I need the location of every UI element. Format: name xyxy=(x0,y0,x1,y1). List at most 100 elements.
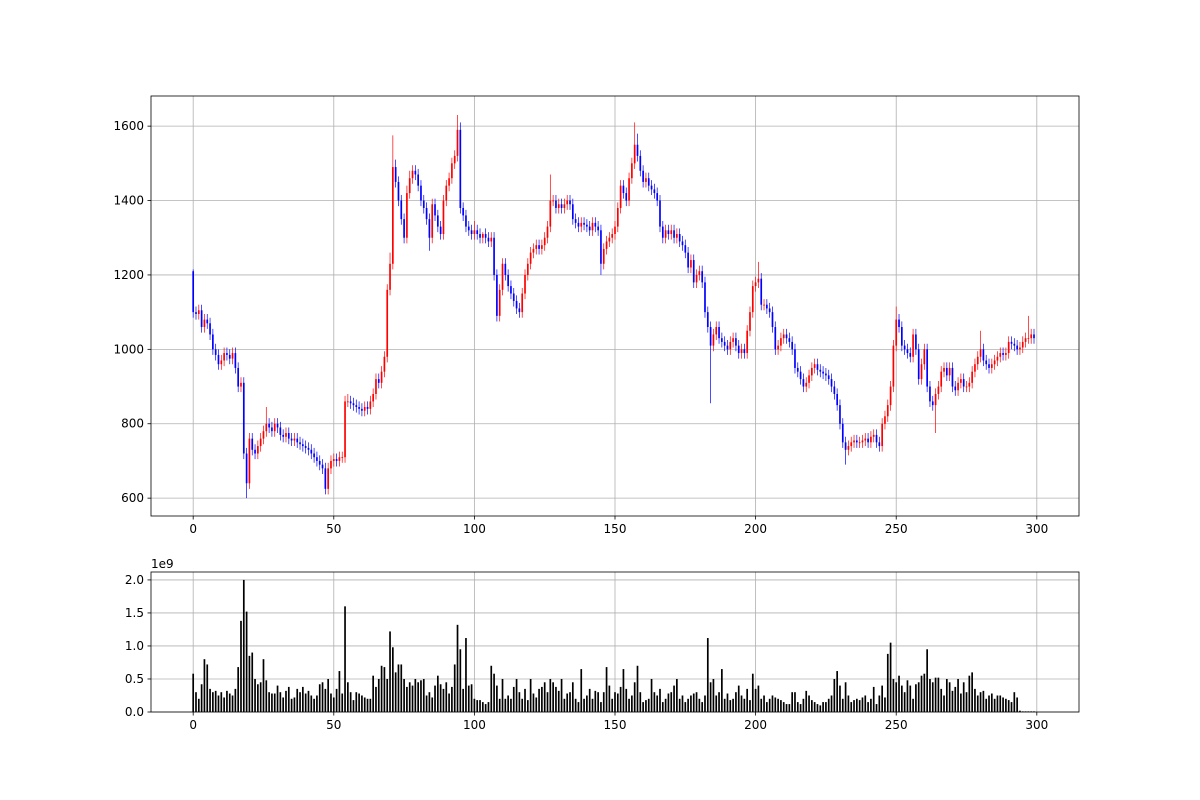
candle-body xyxy=(608,237,611,242)
candle-body xyxy=(549,200,552,227)
candle-body xyxy=(785,334,788,339)
candle-body xyxy=(248,438,251,484)
candle-body xyxy=(209,323,211,335)
volume-bar xyxy=(566,693,569,712)
candle-body xyxy=(526,263,529,275)
candle-body xyxy=(439,226,442,235)
volume-bar xyxy=(695,692,698,712)
candle-body xyxy=(535,245,538,249)
candle-body xyxy=(676,234,678,238)
volume-bar xyxy=(813,702,816,712)
candle-body xyxy=(718,327,720,339)
volume-bar xyxy=(338,671,341,712)
volume-bar xyxy=(965,692,968,712)
candle-body xyxy=(341,457,344,459)
volume-bar xyxy=(422,678,425,712)
volume-bar xyxy=(1007,700,1010,712)
candle-body xyxy=(459,129,462,208)
candle-body xyxy=(518,308,521,313)
volume-bar xyxy=(735,692,737,712)
volume-bar xyxy=(1013,692,1016,712)
volume-bar xyxy=(999,695,1002,712)
candle-body xyxy=(363,407,366,411)
volume-bar xyxy=(900,685,903,712)
candle-body xyxy=(327,468,330,489)
volume-bar xyxy=(510,698,512,712)
volume-bar xyxy=(591,698,594,712)
candle-body xyxy=(372,393,375,402)
candle-body xyxy=(237,367,240,387)
candle-body xyxy=(318,460,321,465)
candle-body xyxy=(496,274,498,316)
candle-body xyxy=(875,434,878,443)
candle-body xyxy=(740,349,743,354)
candle-body xyxy=(853,440,855,443)
candle-body xyxy=(684,245,687,253)
volume-bar xyxy=(855,698,858,712)
volume-bar xyxy=(996,695,999,712)
candle-body xyxy=(1010,341,1013,344)
volume-bar xyxy=(960,693,962,712)
candle-body xyxy=(782,334,785,339)
candle-body xyxy=(386,289,389,357)
volume-bar xyxy=(1002,697,1004,712)
volume-bar xyxy=(341,693,344,712)
candle-body xyxy=(380,371,383,383)
candle-body xyxy=(417,174,419,186)
candle-body xyxy=(934,393,937,406)
volume-bar xyxy=(653,692,656,712)
volume-bar xyxy=(375,686,377,712)
candle-body xyxy=(251,438,254,450)
volume-bar xyxy=(948,682,951,712)
volume-bar xyxy=(923,673,926,712)
volume-bar xyxy=(808,695,810,712)
candle-body xyxy=(749,312,751,331)
x-tick-label: 150 xyxy=(604,718,627,732)
candle-body xyxy=(982,349,985,361)
volume-bar xyxy=(583,698,585,712)
volume-bar xyxy=(487,702,490,712)
candle-body xyxy=(445,185,448,201)
candle-body xyxy=(1033,334,1035,339)
candle-body xyxy=(557,204,560,208)
candle-body xyxy=(383,356,386,372)
volume-bar xyxy=(777,698,779,712)
candle-body xyxy=(841,423,844,443)
candle-body xyxy=(715,327,718,335)
volume-bar xyxy=(943,695,945,712)
candle-body xyxy=(903,345,906,350)
candle-body xyxy=(900,327,903,346)
volume-bar xyxy=(234,688,237,712)
candle-body xyxy=(265,423,268,432)
volume-bar xyxy=(701,702,704,712)
volume-bar xyxy=(749,700,751,712)
volume-bar xyxy=(1005,698,1007,712)
volume-bar xyxy=(861,697,864,712)
volume-bar xyxy=(780,700,782,712)
candle-body xyxy=(721,338,723,342)
volume-bar xyxy=(220,692,223,712)
volume-bar xyxy=(1016,697,1018,712)
volume-bar xyxy=(493,673,495,712)
volume-bar xyxy=(276,685,279,712)
candle-body xyxy=(836,393,839,406)
volume-bar xyxy=(436,675,439,712)
volume-bar xyxy=(687,698,689,712)
candle-body xyxy=(580,222,583,227)
candle-body xyxy=(391,167,394,264)
volume-bar xyxy=(647,698,650,712)
volume-bar xyxy=(352,700,355,712)
volume-bar xyxy=(290,698,293,712)
volume-bar xyxy=(369,698,372,712)
candle-body xyxy=(200,310,203,328)
volume-bar xyxy=(622,669,625,712)
x-tick-label: 300 xyxy=(1025,718,1048,732)
volume-bar xyxy=(645,700,647,712)
volume-bar xyxy=(313,698,315,712)
volume-bar xyxy=(240,620,242,712)
volume-bar xyxy=(766,702,768,712)
candle-body xyxy=(332,459,335,461)
x-tick-label: 300 xyxy=(1025,522,1048,536)
volume-bar xyxy=(993,698,996,712)
volume-bar xyxy=(951,690,954,712)
